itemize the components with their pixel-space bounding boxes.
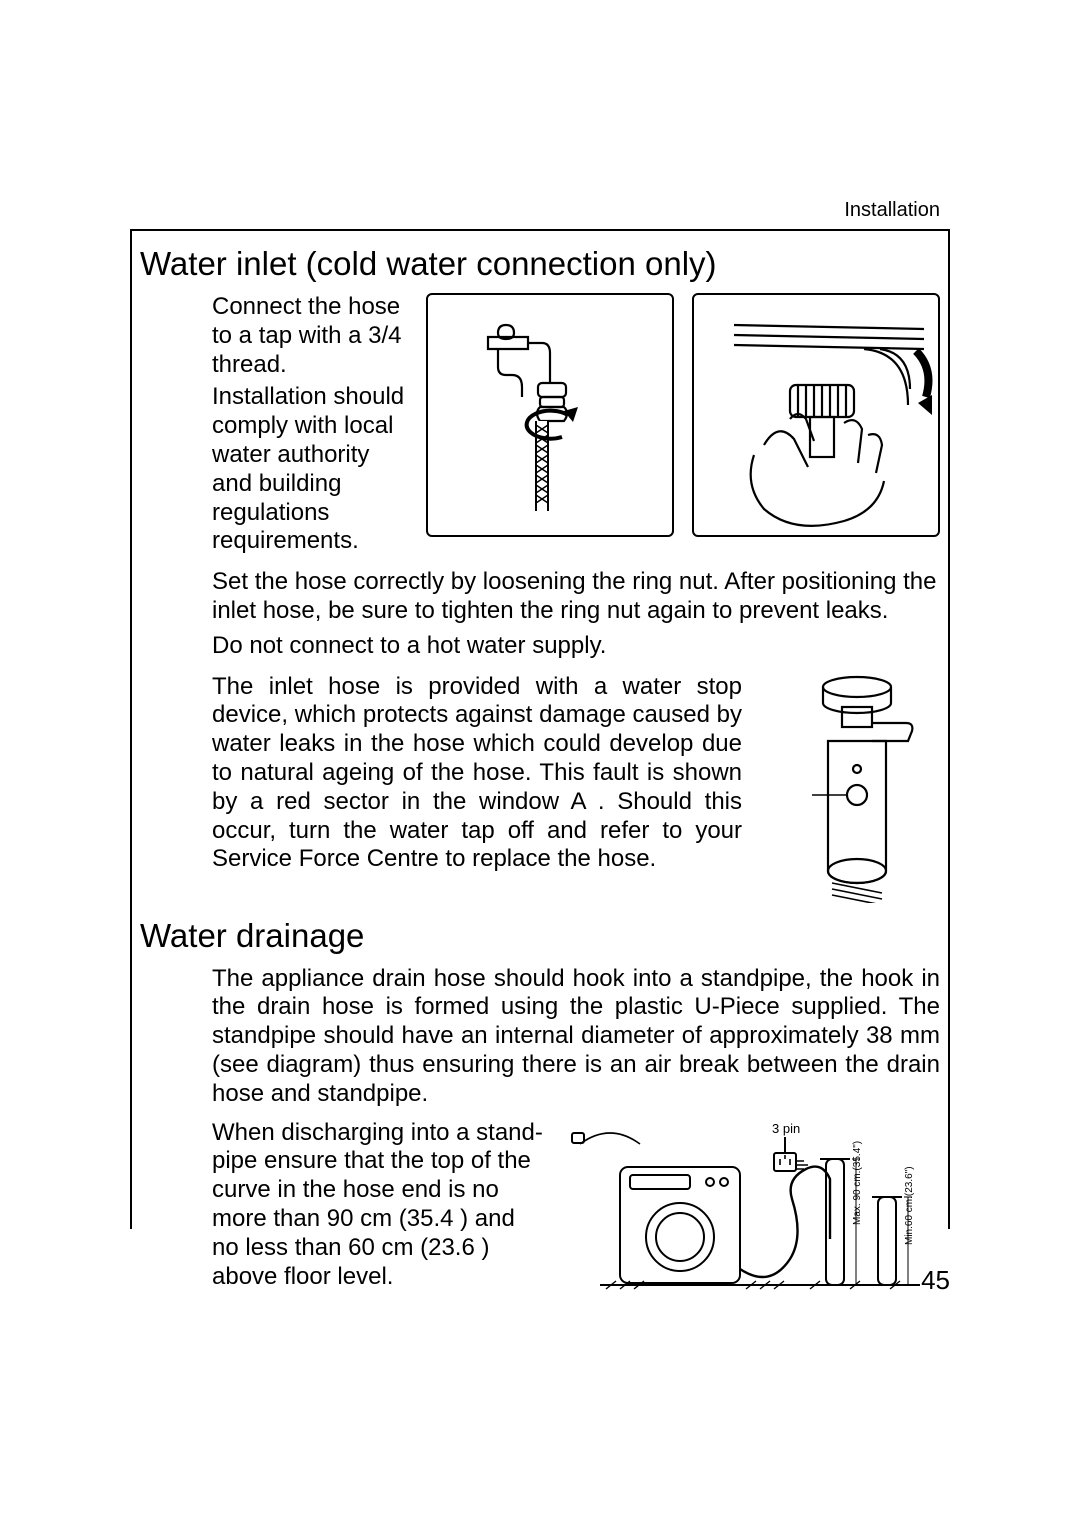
page-number: 45 xyxy=(921,1265,950,1296)
rule-left xyxy=(130,229,132,1229)
drain-icon: 3 pin xyxy=(560,1119,940,1299)
running-header: Installation xyxy=(844,199,940,222)
inlet-para2: Installation should comply with local wa… xyxy=(212,383,406,556)
inlet-intro-text: Connect the hose to a tap with a 3/4 thr… xyxy=(212,293,406,556)
nut-diagram xyxy=(692,293,940,537)
inlet-stop-row: The inlet hose is provided with a water … xyxy=(212,673,940,903)
tap-icon xyxy=(428,295,676,539)
tap-diagram xyxy=(426,293,674,537)
stop-device-icon xyxy=(762,673,932,903)
section-water-inlet-title: Water inlet (cold water connection only) xyxy=(140,245,940,283)
page-content: Water inlet (cold water connection only)… xyxy=(140,245,940,1299)
stop-device-diagram xyxy=(762,673,932,903)
drain-diagram: 3 pin xyxy=(560,1119,940,1299)
inlet-para1: Connect the hose to a tap with a 3/4 thr… xyxy=(212,293,406,379)
rule-top xyxy=(130,229,950,231)
inlet-top-row: Connect the hose to a tap with a 3/4 thr… xyxy=(212,293,940,556)
min-label-svg: Min.60 cm.(23.6") xyxy=(904,1166,915,1245)
drain-para1: The appliance drain hose should hook int… xyxy=(212,965,940,1109)
inlet-para4: Do not connect to a hot water supply. xyxy=(212,632,940,661)
nut-icon xyxy=(694,295,942,539)
drain-row: When discharging into a stand­pipe ensur… xyxy=(212,1119,940,1299)
rule-right xyxy=(948,229,950,1229)
socket-label-svg: 3 pin xyxy=(772,1121,800,1136)
section-water-drain-title: Water drainage xyxy=(140,917,940,955)
max-label-svg: Max. 90 cm.(35.4") xyxy=(852,1140,863,1224)
drain-para2: When discharging into a stand­pipe ensur… xyxy=(212,1119,546,1299)
inlet-para3: Set the hose correctly by loosening the … xyxy=(212,568,940,626)
inlet-diagrams xyxy=(426,293,940,556)
inlet-para5: The inlet hose is provided with a water … xyxy=(212,673,742,903)
